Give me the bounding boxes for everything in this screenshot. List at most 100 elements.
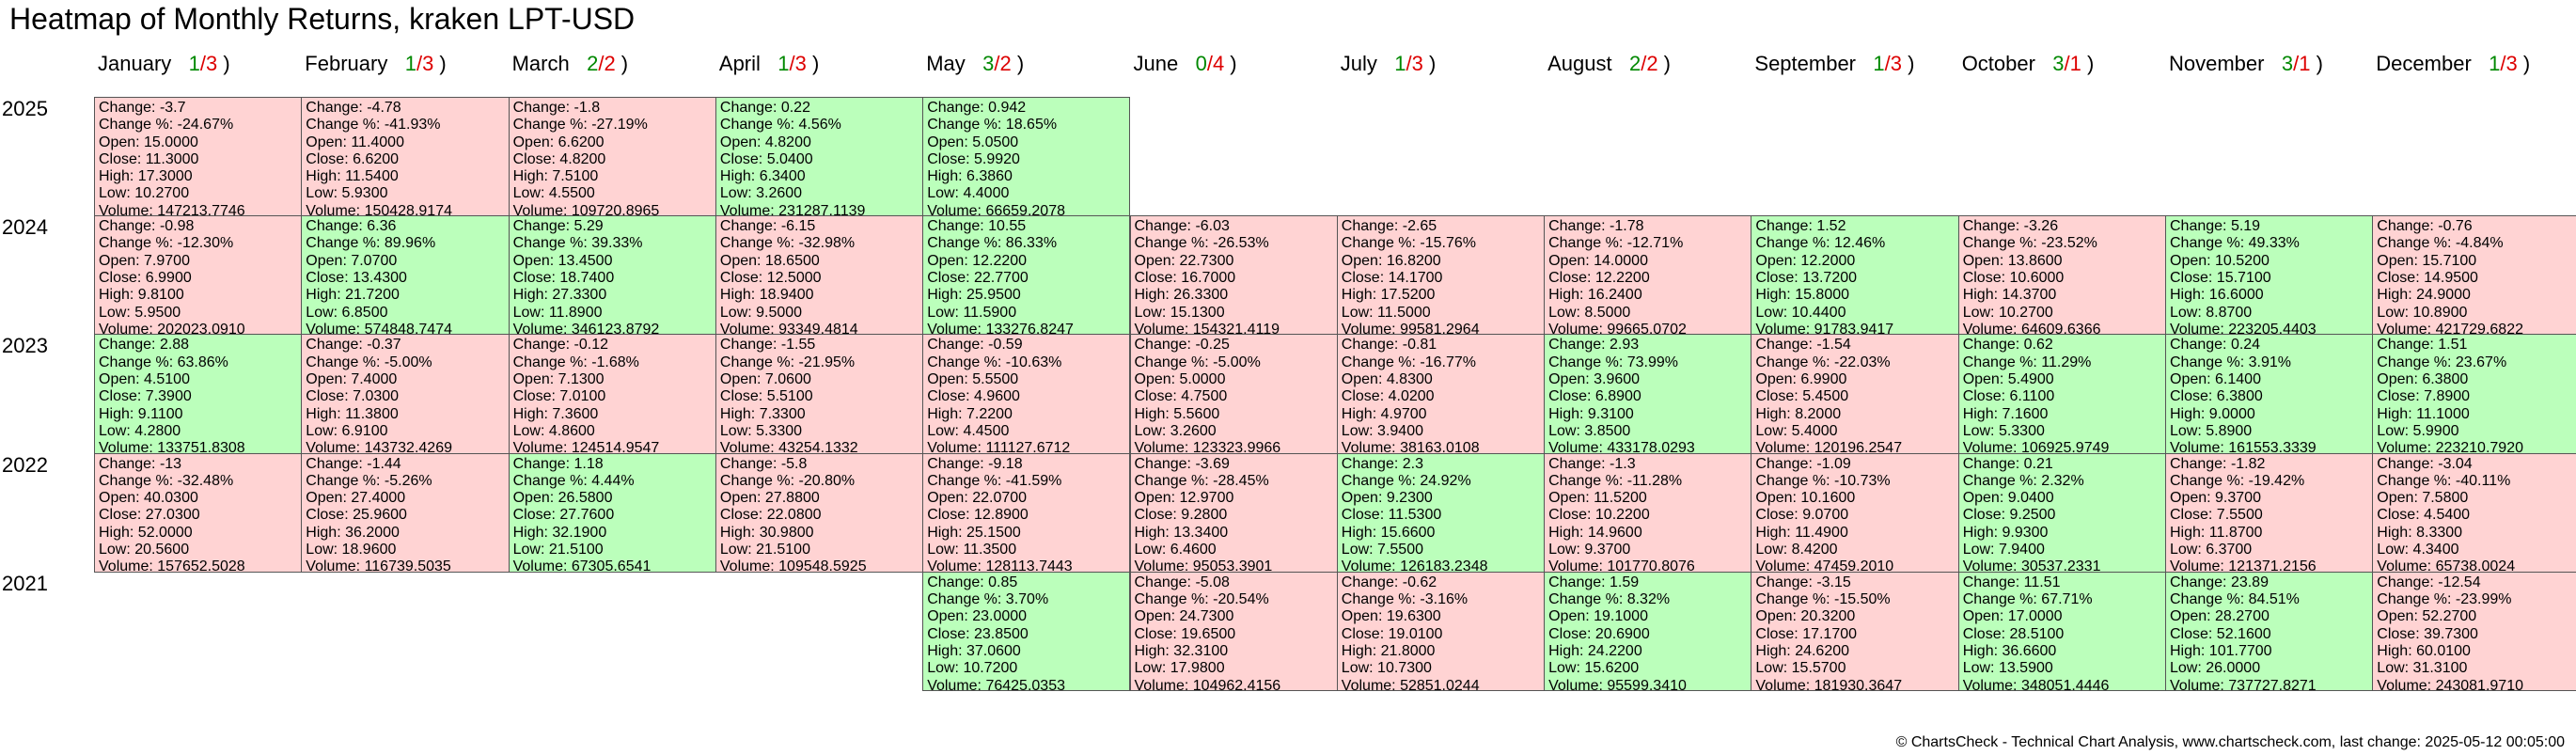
cell-close-label: Close:	[1755, 507, 1803, 524]
cell-close: Close: 18.7400	[513, 270, 712, 287]
cell-close-label: Close:	[1755, 625, 1803, 642]
cell-close-value: 7.5500	[2216, 507, 2263, 524]
cell-volume-value: 421729.6822	[2435, 321, 2523, 336]
cell-high-label: High:	[927, 287, 966, 304]
cell-low-label: Low:	[306, 304, 342, 321]
heatmap-cell: Change: 0.22 Change %: 4.56% Open: 4.8200 C…	[715, 97, 924, 217]
cell-low-value: 15.5700	[1791, 660, 1846, 677]
cell-change-pct-value: -16.77%	[1420, 354, 1476, 370]
cell-change-pct: Change %: -3.16%	[1342, 591, 1540, 608]
cell-close: Close: 12.2200	[1548, 270, 1747, 287]
cell-close-value: 15.7100	[2216, 270, 2271, 287]
chart-title: Heatmap of Monthly Returns, kraken LPT-U…	[9, 2, 636, 36]
cell-change-pct-value: -24.67%	[177, 117, 234, 134]
cell-change-value: 0.21	[2023, 455, 2053, 472]
cell-volume-label: Volume:	[306, 321, 365, 336]
cell-open-value: 9.0400	[2007, 490, 2054, 507]
cell-change-pct: Change %: 3.70%	[927, 591, 1125, 608]
cell-high-label: High:	[2170, 405, 2209, 422]
cell-high-value: 37.0600	[966, 642, 1021, 659]
cell-volume-label: Volume:	[1755, 677, 1814, 691]
cell-high-label: High:	[306, 168, 346, 185]
cell-high: High: 7.3600	[513, 406, 712, 423]
month-count-slash: /	[1206, 52, 1213, 75]
cell-change-value: 5.19	[2230, 218, 2261, 235]
cell-close-label: Close:	[512, 507, 560, 524]
cell-change: Change: -1.55	[720, 337, 919, 354]
cell-open-value: 13.4500	[558, 252, 613, 269]
cell-change-label: Change:	[512, 337, 574, 354]
cell-change-pct-value: 49.33%	[2248, 235, 2300, 252]
cell-open: Open: 5.0500	[927, 134, 1125, 151]
cell-high-label: High:	[2170, 287, 2209, 304]
cell-high: High: 14.9600	[1548, 525, 1747, 542]
cell-volume-value: 95053.3901	[1192, 558, 1273, 573]
cell-open-value: 13.8600	[2007, 252, 2063, 269]
cell-open-label: Open:	[1962, 608, 2008, 625]
cell-close: Close: 5.0400	[720, 151, 919, 168]
cell-volume-label: Volume:	[1755, 321, 1814, 336]
cell-change-label: Change:	[719, 218, 781, 235]
cell-low-label: Low:	[2170, 422, 2207, 439]
month-count-slash: /	[789, 52, 795, 75]
cell-change-pct-label: Change %:	[512, 354, 592, 370]
cell-change: Change: -12.54	[2377, 574, 2575, 591]
cell-low-value: 21.5100	[756, 542, 810, 558]
cell-volume: Volume: 737727.8271	[2170, 678, 2368, 690]
cell-close: Close: 14.9500	[2377, 270, 2575, 287]
cell-close-label: Close:	[927, 150, 974, 167]
cell-high-label: High:	[1341, 405, 1381, 422]
cell-low-label: Low:	[719, 422, 757, 439]
cell-low-label: Low:	[1962, 304, 1999, 321]
cell-high-label: High:	[512, 405, 553, 422]
cell-high: High: 32.3100	[1135, 643, 1333, 660]
cell-low: Low: 21.5100	[513, 542, 712, 558]
cell-close-label: Close:	[1134, 270, 1182, 287]
heatmap-cell: Change: 1.51 Change %: 23.67% Open: 6.3800…	[2372, 334, 2576, 454]
cell-high-label: High:	[2170, 524, 2209, 541]
heatmap-cell: Change: -1.82 Change %: -19.42% Open: 9.37…	[2165, 452, 2374, 573]
cell-change: Change: -0.12	[513, 337, 712, 354]
cell-low-label: Low:	[1548, 422, 1585, 439]
cell-change: Change: 10.55	[927, 218, 1125, 235]
cell-open: Open: 13.4500	[513, 253, 712, 270]
month-count-separator	[171, 52, 188, 75]
cell-low-value: 4.5500	[548, 185, 595, 202]
cell-change-label: Change:	[306, 337, 368, 354]
cell-high-value: 9.8100	[137, 287, 184, 304]
cell-change-label: Change:	[1962, 574, 2024, 590]
cell-open-label: Open:	[512, 252, 558, 269]
month-name: May	[926, 52, 966, 75]
cell-volume: Volume: 143732.4269	[306, 440, 504, 454]
cell-change-pct-label: Change %:	[99, 354, 178, 370]
cell-change-label: Change:	[306, 218, 368, 235]
cell-change: Change: -1.09	[1755, 456, 1954, 473]
cell-change-value: -0.81	[1402, 337, 1437, 354]
cell-change-value: -0.59	[988, 337, 1023, 354]
cell-low-value: 5.9500	[134, 304, 181, 321]
cell-change-label: Change:	[927, 455, 989, 472]
cell-volume: Volume: 133751.8308	[99, 440, 297, 452]
cell-change-pct: Change %: -23.52%	[1963, 235, 2161, 252]
cell-open-value: 5.5500	[972, 370, 1019, 387]
cell-change-value: -0.25	[1195, 337, 1230, 354]
cell-low-value: 4.3400	[2412, 542, 2459, 558]
cell-change-label: Change:	[1341, 218, 1403, 235]
cell-close-value: 7.0100	[559, 388, 606, 405]
cell-change-value: 2.88	[159, 337, 190, 354]
heatmap-cell: Change: -3.26 Change %: -23.52% Open: 13.8…	[1957, 215, 2166, 336]
month-header-august: August 2/2 )	[1547, 52, 1671, 76]
cell-high-value: 27.3300	[552, 287, 607, 304]
cell-low-value: 10.7200	[963, 660, 1018, 677]
cell-close-value: 25.9600	[353, 507, 407, 524]
cell-change-pct-label: Change %:	[306, 117, 385, 134]
cell-close: Close: 4.0200	[1342, 388, 1540, 405]
cell-high-value: 13.3400	[1173, 524, 1229, 541]
cell-low-value: 17.9800	[1170, 660, 1225, 677]
cell-volume-value: 143732.4269	[364, 440, 452, 454]
heatmap-cell: Change: -1.8 Change %: -27.19% Open: 6.620…	[508, 97, 716, 217]
cell-high-label: High:	[1341, 642, 1381, 659]
cell-close-value: 4.8200	[559, 150, 606, 167]
cell-high-value: 26.3300	[1173, 287, 1229, 304]
cell-change-pct: Change %: -12.71%	[1548, 235, 1747, 252]
